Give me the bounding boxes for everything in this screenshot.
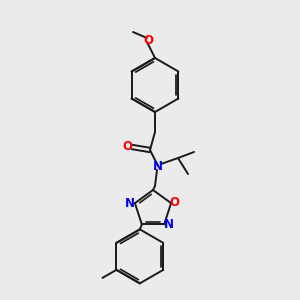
Text: N: N [125,196,135,210]
Text: N: N [153,160,163,172]
Text: O: O [143,34,153,47]
Text: N: N [164,218,174,231]
Text: O: O [169,196,179,208]
Text: O: O [122,140,132,154]
